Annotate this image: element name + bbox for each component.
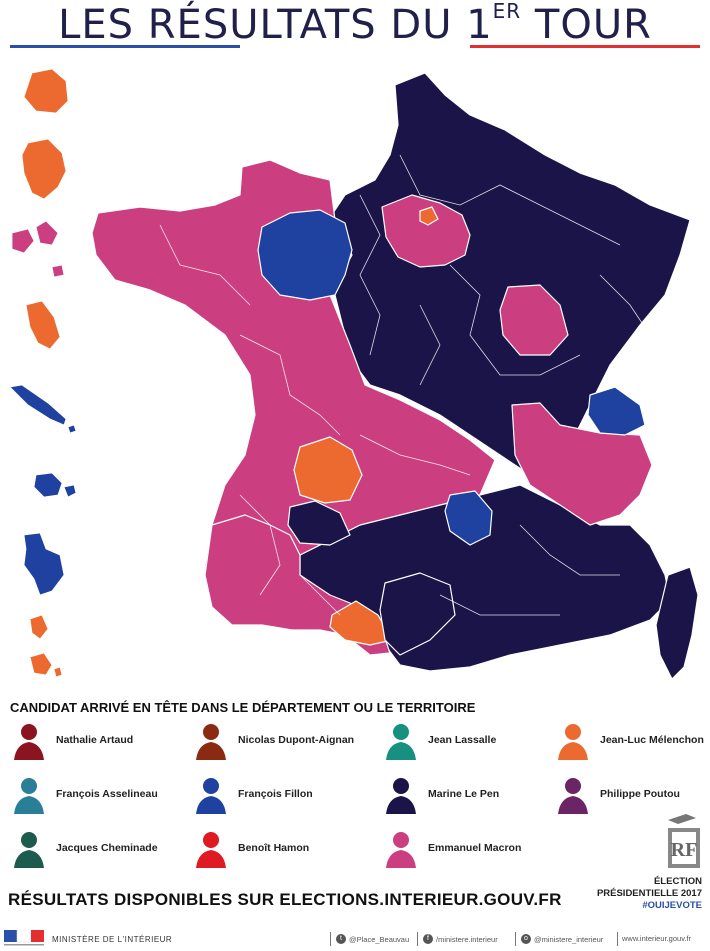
election-label: ÉLECTION PRÉSIDENTIELLE 2017 #OUIJEVOTE [596, 876, 702, 911]
region-sw-lepen [287, 500, 351, 546]
candidate-name: Nathalie Artaud [56, 734, 134, 746]
candidate-name: François Fillon [238, 788, 313, 800]
territory-saint-pierre [29, 614, 49, 640]
legend-candidate: François Fillon [194, 772, 313, 816]
territory-wallis [29, 652, 53, 676]
footer-divider [417, 932, 418, 946]
candidate-name: Emmanuel Macron [428, 842, 522, 854]
territory-wallis-b [53, 666, 63, 678]
footer-divider [617, 932, 618, 946]
region-corsica [655, 566, 699, 680]
hashtag: #OUIJEVOTE [642, 900, 702, 911]
instagram-link[interactable]: o @ministere_interieur [521, 934, 603, 944]
territory-nc-islands [67, 424, 77, 434]
region-haute-vienne-melenchon [293, 436, 363, 504]
region-paris-macron [381, 194, 471, 268]
person-silhouette-icon [386, 778, 416, 814]
candidate-name: Philippe Poutou [600, 788, 680, 800]
ministry-name: MINISTÈRE DE L'INTÉRIEUR [52, 935, 173, 944]
person-silhouette-icon [14, 832, 44, 868]
candidate-name: Marine Le Pen [428, 788, 500, 800]
results-map [9, 68, 699, 680]
legend-candidate: Philippe Poutou [556, 772, 680, 816]
territory-nouvelle-caledonie [9, 384, 67, 426]
candidate-name: Jean-Luc Mélenchon [600, 734, 704, 746]
title-underline-red [470, 45, 700, 48]
region-haute-savoie-fillon [587, 386, 646, 436]
department-borders [159, 154, 651, 616]
region-paris-melenchon [419, 206, 439, 226]
person-silhouette-icon [196, 832, 226, 868]
region-burgundy-macron [499, 284, 569, 356]
title-underline-blue [10, 45, 240, 48]
legend-candidate: Benoît Hamon [194, 826, 309, 870]
person-silhouette-icon [196, 724, 226, 760]
territory-polynesie [33, 472, 63, 498]
territory-guadeloupe-a [11, 228, 35, 254]
page-title: LES RÉSULTATS DU 1ER TOUR [58, 0, 652, 48]
territory-guadeloupe-c [51, 264, 65, 278]
person-silhouette-icon [386, 724, 416, 760]
twitter-icon: t [336, 934, 346, 944]
territory-reunion [23, 68, 69, 114]
region-normandy-fillon [257, 209, 353, 301]
person-silhouette-icon [386, 832, 416, 868]
legend-candidate: Jacques Cheminade [12, 826, 158, 870]
candidate-name: Nicolas Dupont-Aignan [238, 734, 355, 746]
legend-candidate: Nicolas Dupont-Aignan [194, 718, 354, 762]
territory-mayotte [23, 532, 65, 596]
overseas-territories [9, 68, 77, 678]
svg-text:RF: RF [671, 839, 698, 861]
person-silhouette-icon [558, 778, 588, 814]
footer-divider [515, 932, 516, 946]
website-link[interactable]: www.interieur.gouv.fr [622, 934, 692, 943]
person-silhouette-icon [14, 778, 44, 814]
candidate-name: Jean Lassalle [428, 734, 497, 746]
legend-candidate: Jean Lassalle [384, 718, 496, 762]
territory-guadeloupe-b [35, 220, 59, 246]
region-lozere-fillon [444, 490, 493, 546]
person-silhouette-icon [14, 724, 44, 760]
legend-candidate: François Asselineau [12, 772, 158, 816]
legend: Nathalie Artaud Nicolas Dupont-Aignan Jean… [8, 718, 708, 880]
footer-divider [330, 932, 331, 946]
rf-logo: RF [664, 812, 704, 872]
region-pyrenees-lepen [379, 572, 456, 656]
twitter-link[interactable]: t @Place_Beauvau [336, 934, 409, 944]
territory-guyane [21, 138, 67, 200]
territory-polynesie-b [63, 484, 77, 498]
person-silhouette-icon [558, 724, 588, 760]
header: LES RÉSULTATS DU 1ER TOUR [0, 0, 710, 52]
territory-martinique [25, 300, 61, 350]
region-rhone-macron [511, 402, 653, 526]
marianne-flag-icon [4, 930, 44, 946]
facebook-icon: f [423, 934, 433, 944]
legend-candidate: Emmanuel Macron [384, 826, 521, 870]
region-ariege-melenchon [329, 600, 393, 646]
facebook-link[interactable]: f/ministere.interieur [423, 934, 498, 944]
instagram-icon: o [521, 934, 531, 944]
candidate-name: Benoît Hamon [238, 842, 310, 854]
candidate-name: Jacques Cheminade [56, 842, 158, 854]
legend-candidate: Jean-Luc Mélenchon [556, 718, 704, 762]
footer: MINISTÈRE DE L'INTÉRIEUR t @Place_Beauvau… [0, 928, 710, 951]
legend-title: CANDIDAT ARRIVÉ EN TÊTE DANS LE DÉPARTEM… [10, 700, 476, 715]
candidate-name: François Asselineau [56, 788, 158, 800]
results-url: RÉSULTATS DISPONIBLES SUR ELECTIONS.INTE… [8, 890, 562, 909]
region-west-macron [91, 159, 496, 626]
person-silhouette-icon [196, 778, 226, 814]
legend-candidate: Nathalie Artaud [12, 718, 133, 762]
legend-candidate: Marine Le Pen [384, 772, 499, 816]
metropolitan-france [91, 72, 699, 680]
